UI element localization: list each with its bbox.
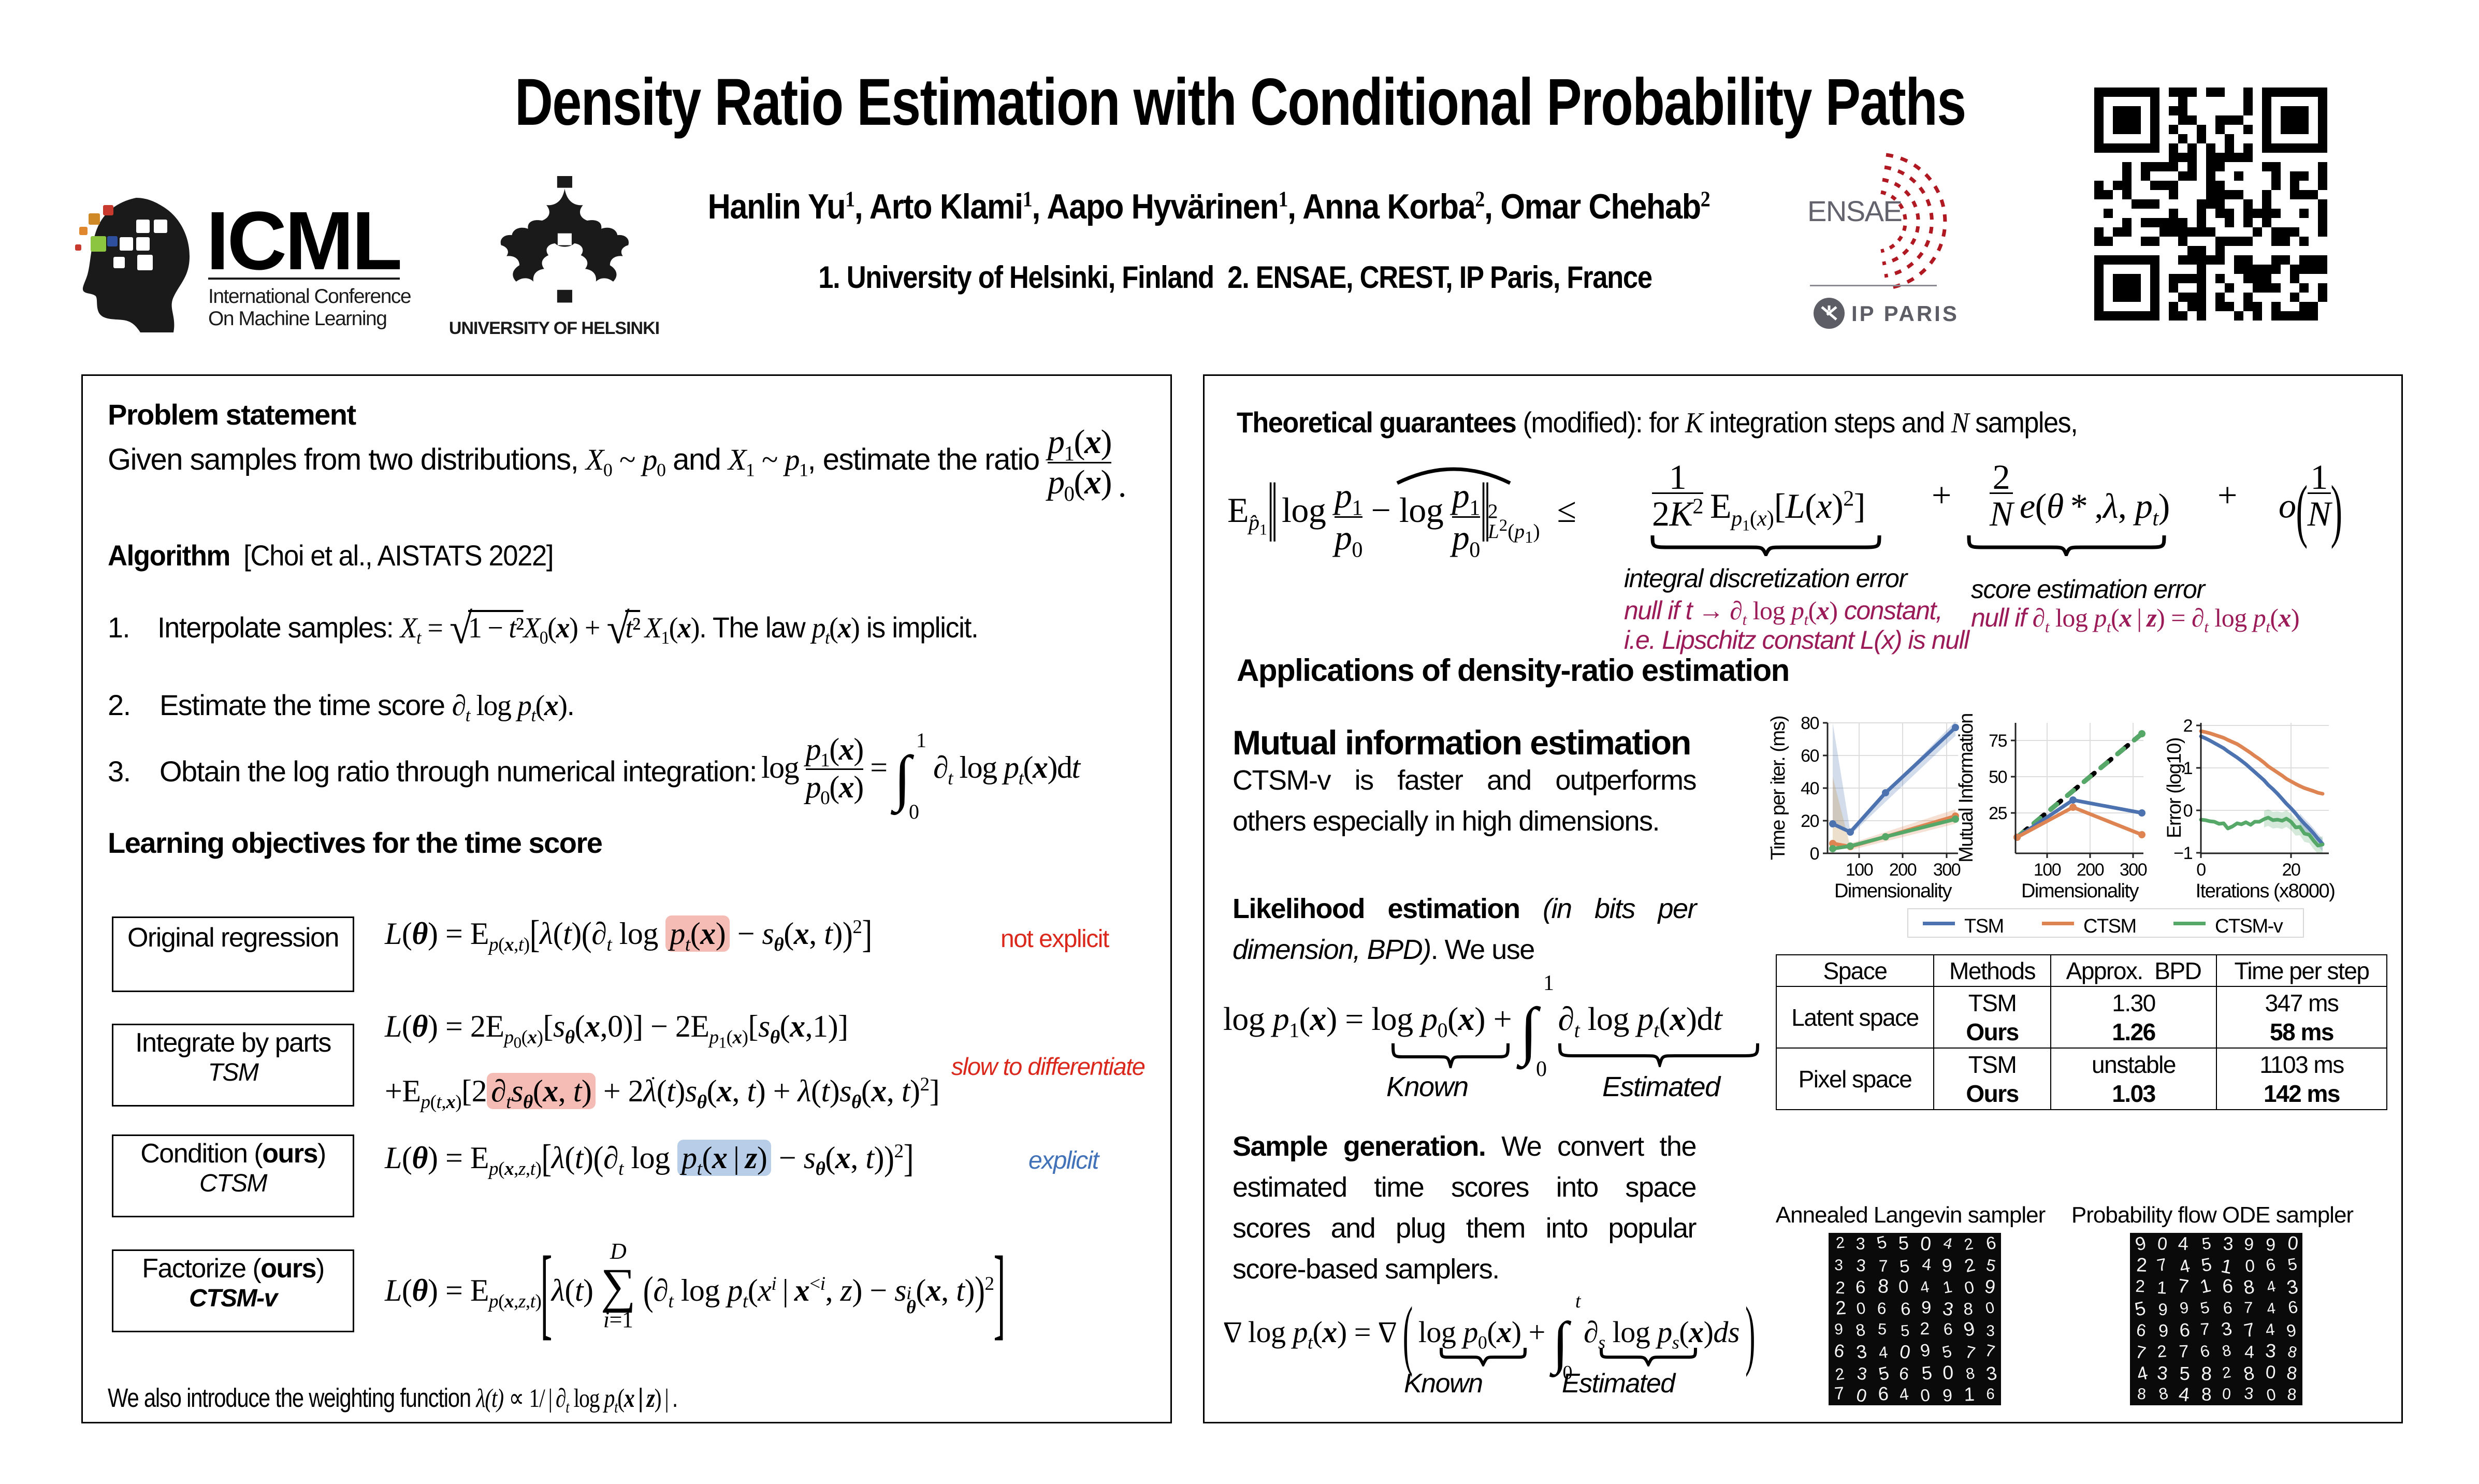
- svg-text:Error (log10): Error (log10): [2164, 738, 2185, 838]
- svg-text:On Machine Learning: On Machine Learning: [208, 308, 386, 330]
- svg-text:Mutual Information: Mutual Information: [1955, 714, 1977, 863]
- svg-text:ICML: ICML: [206, 194, 400, 287]
- svg-text:Dimensionality: Dimensionality: [2021, 880, 2139, 902]
- svg-text:25: 25: [1989, 804, 2007, 823]
- svg-text:75: 75: [1989, 731, 2007, 751]
- svg-text:Time per iter. (ms): Time per iter. (ms): [1767, 716, 1789, 860]
- svg-text:2: 2: [2183, 716, 2193, 736]
- svg-text:IP PARIS: IP PARIS: [1851, 301, 1959, 326]
- svg-text:60: 60: [1801, 746, 1819, 766]
- svg-text:50: 50: [1989, 767, 2007, 787]
- svg-text:20: 20: [1801, 811, 1819, 831]
- svg-text:0: 0: [1810, 844, 1819, 864]
- svg-text:200: 200: [1889, 860, 1917, 880]
- svg-text:Dimensionality: Dimensionality: [1834, 880, 1952, 902]
- svg-text:UNIVERSITY OF HELSINKI: UNIVERSITY OF HELSINKI: [449, 318, 659, 337]
- svg-text:20: 20: [2282, 860, 2300, 880]
- svg-text:ENSAE: ENSAE: [1807, 195, 1902, 227]
- svg-text:0: 0: [2196, 860, 2206, 880]
- svg-text:100: 100: [1846, 860, 1873, 880]
- svg-text:80: 80: [1801, 714, 1819, 733]
- svg-text:1: 1: [2183, 759, 2193, 778]
- svg-text:100: 100: [2034, 860, 2061, 880]
- svg-text:International Conference: International Conference: [208, 285, 411, 308]
- svg-text:−1: −1: [2173, 843, 2192, 863]
- svg-text:Iterations (x8000): Iterations (x8000): [2196, 880, 2335, 902]
- svg-text:0: 0: [2183, 801, 2193, 821]
- svg-text:200: 200: [2077, 860, 2104, 880]
- svg-text:40: 40: [1801, 779, 1819, 798]
- svg-text:300: 300: [2120, 860, 2147, 880]
- svg-text:300: 300: [1933, 860, 1961, 880]
